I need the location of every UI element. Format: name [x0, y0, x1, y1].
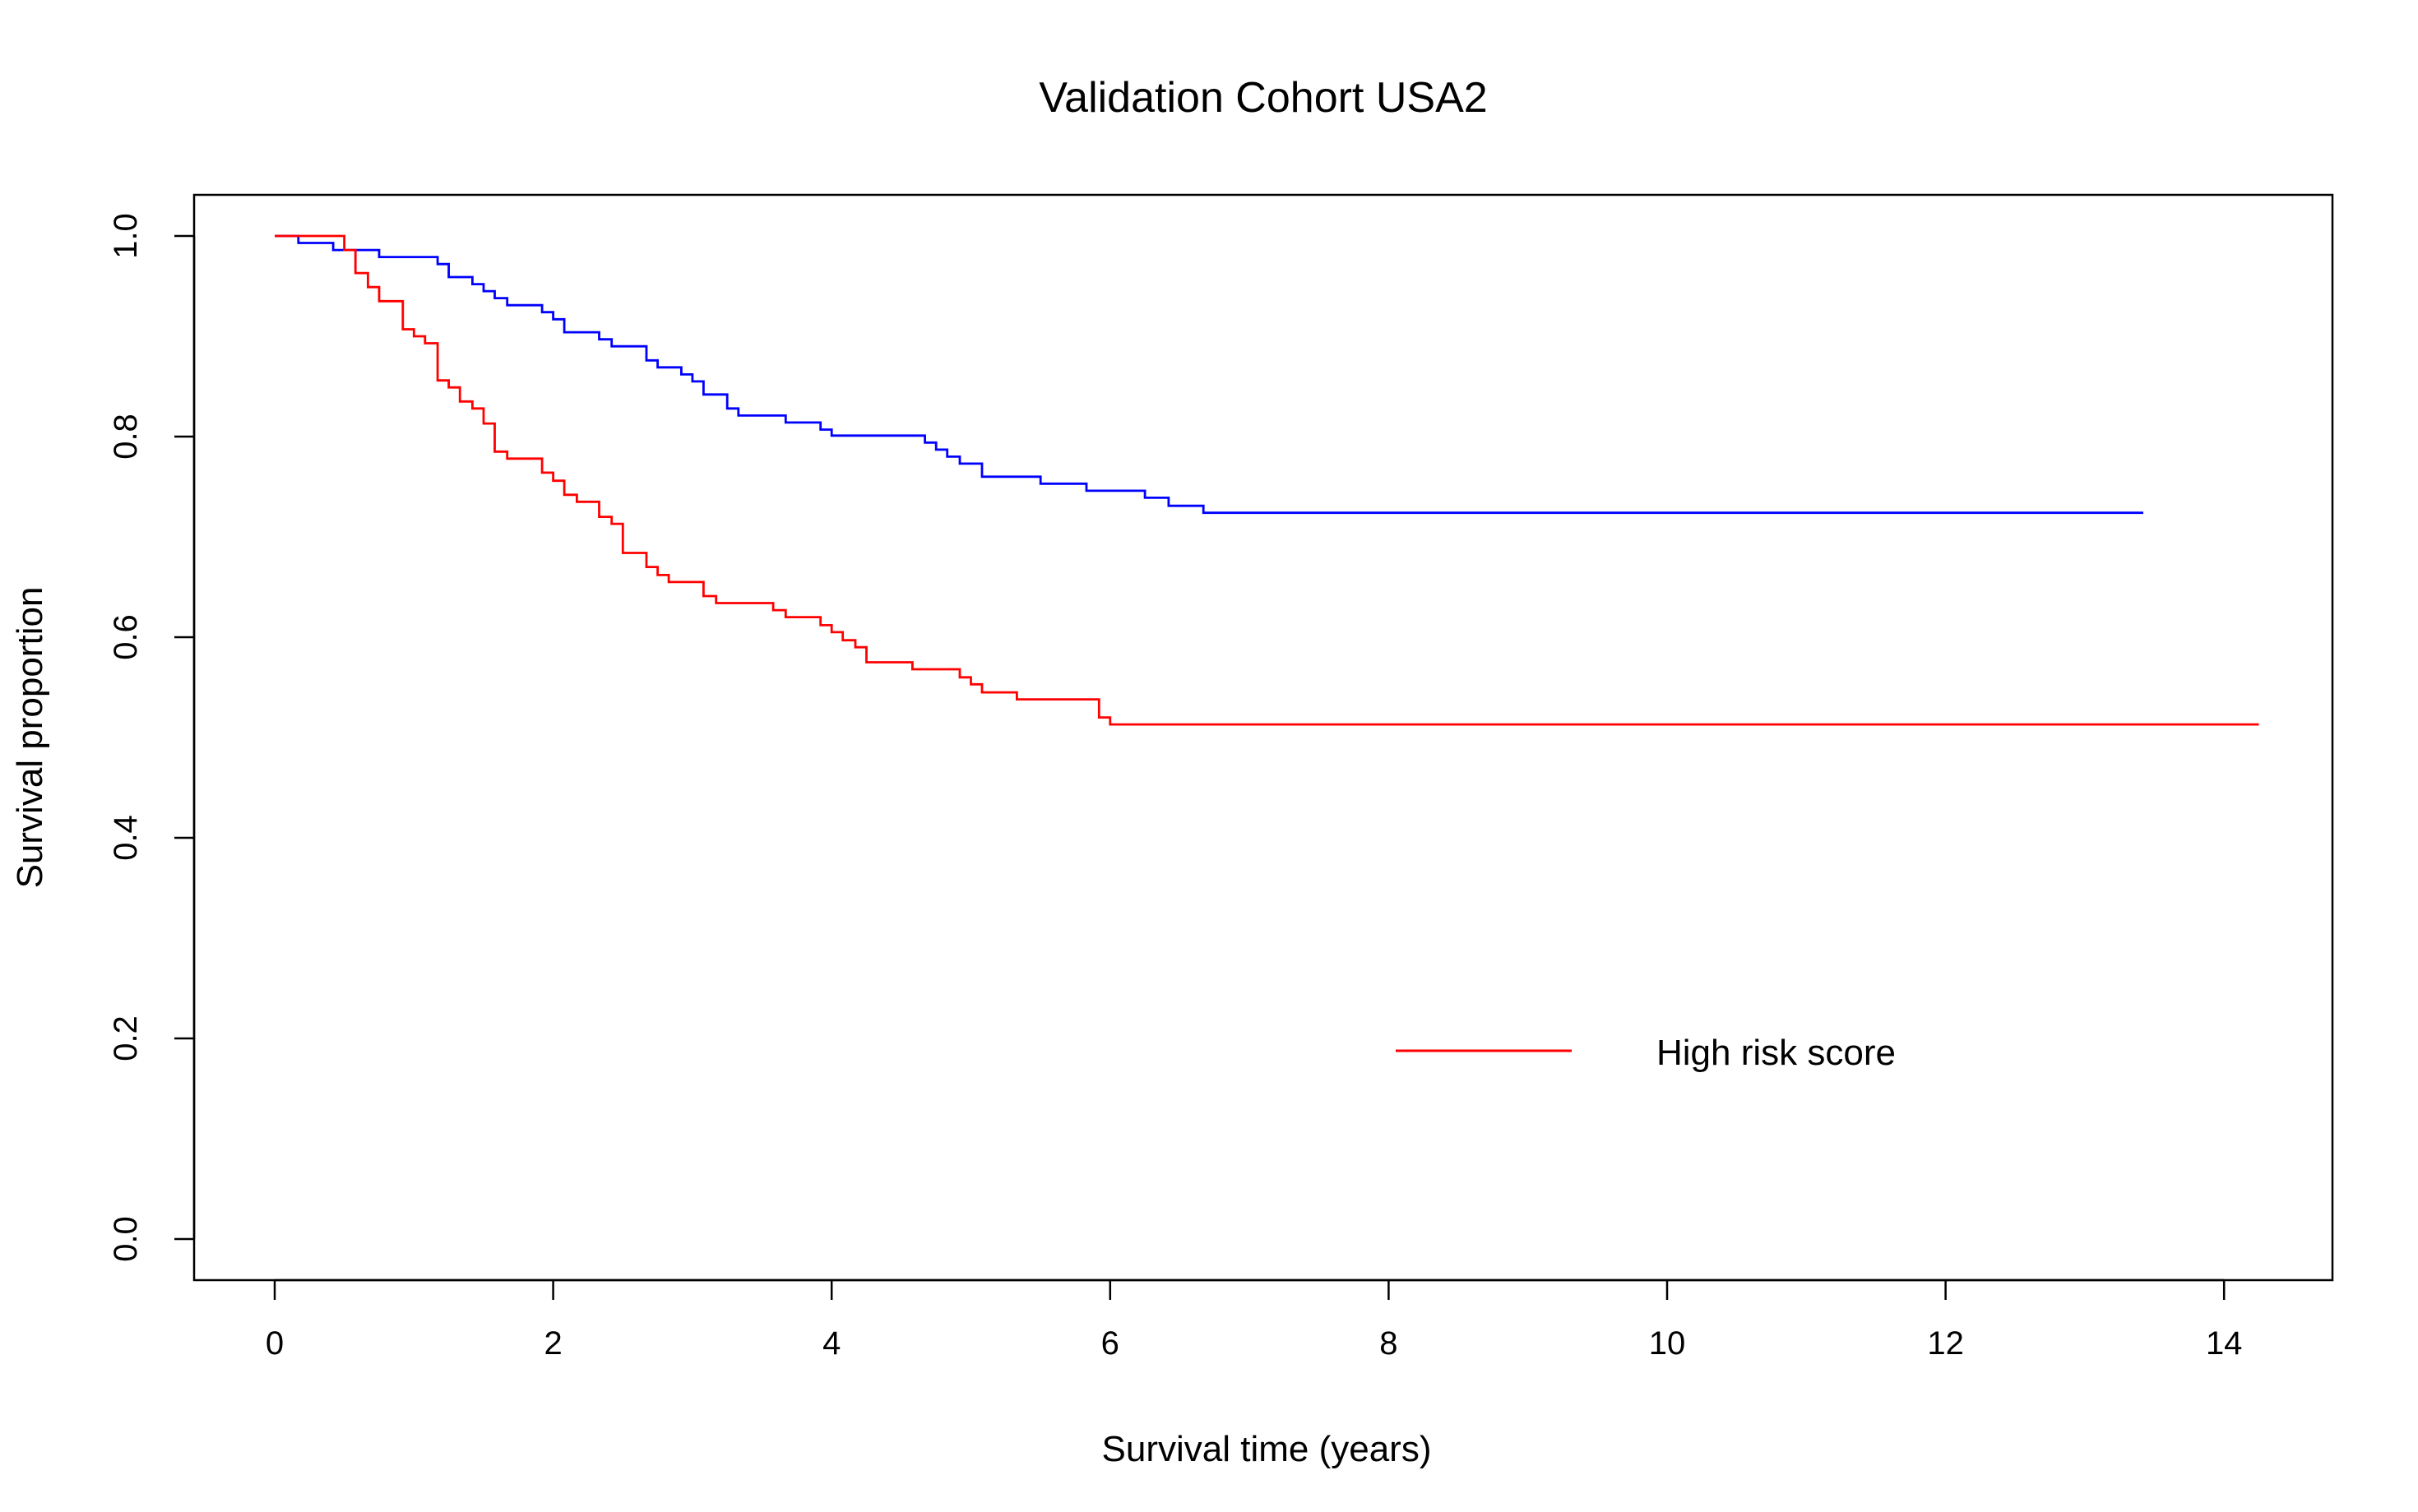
survival-curve-1 [275, 234, 2143, 515]
x-axis: 0 2 4 6 8 10 12 14 [266, 1278, 2243, 1362]
y-axis: 0.0 0.2 0.4 0.6 0.8 1.0 [108, 213, 196, 1262]
y-tick-label: 0.8 [108, 414, 144, 460]
y-tick-label: 0.2 [108, 1015, 144, 1061]
x-tick-label: 2 [544, 1325, 562, 1362]
survival-curve-2 [275, 234, 2259, 726]
series-layer [275, 234, 2259, 726]
x-axis-title: Survival time (years) [1102, 1429, 1432, 1469]
y-tick-label: 0.0 [108, 1216, 144, 1262]
x-tick-label: 6 [1101, 1325, 1119, 1362]
x-tick-label: 0 [266, 1325, 284, 1362]
x-tick-label: 8 [1379, 1325, 1397, 1362]
chart-title: Validation Cohort USA2 [1039, 74, 1487, 122]
x-tick-label: 12 [1927, 1325, 1964, 1362]
x-tick-label: 4 [822, 1325, 841, 1362]
legend: High risk score [1396, 1033, 1896, 1073]
y-tick-label: 0.4 [108, 815, 144, 861]
y-tick-label: 1.0 [108, 213, 144, 259]
y-axis-title: Survival proportion [10, 587, 50, 889]
x-tick-label: 14 [2206, 1325, 2243, 1362]
x-tick-label: 10 [1649, 1325, 1686, 1362]
legend-label: High risk score [1656, 1033, 1896, 1073]
plot-frame [192, 193, 2334, 1282]
y-tick-label: 0.6 [108, 614, 144, 660]
